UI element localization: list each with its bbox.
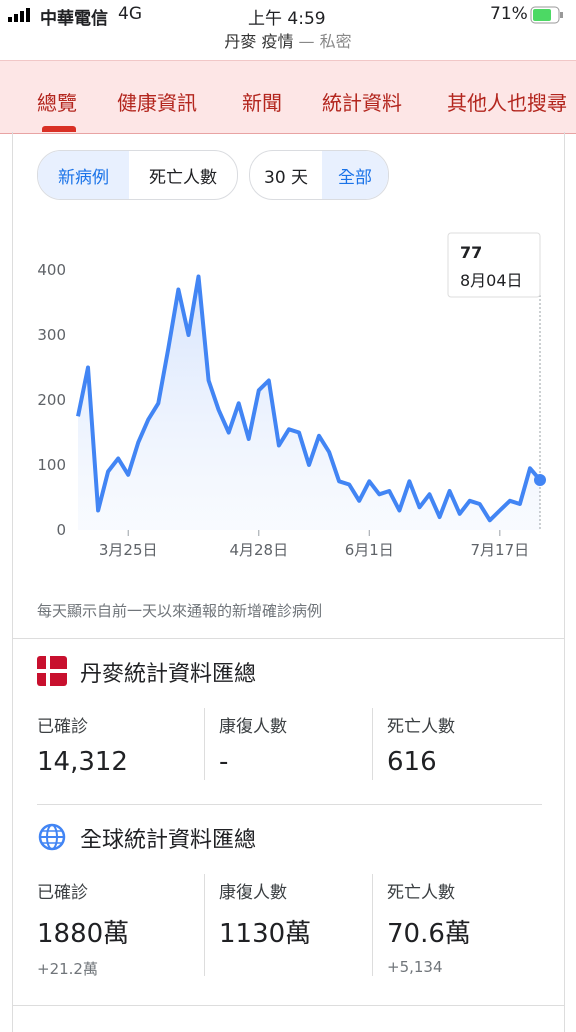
toggle-button[interactable]: 死亡人數: [149, 167, 217, 188]
stat-value: 1130萬: [219, 919, 312, 949]
carrier: 中華電信: [40, 9, 108, 29]
range-toggle: 30 天 全部: [249, 150, 390, 200]
stat-label: 康復人數: [219, 717, 287, 737]
tab-indicator: [42, 126, 76, 132]
tab[interactable]: 健康資訊: [117, 91, 197, 115]
search-query: 丹麥 疫情: [224, 32, 294, 51]
stat-change: +5,134: [387, 958, 443, 976]
tab[interactable]: 新聞: [242, 91, 282, 115]
toggle-button[interactable]: 新病例: [38, 151, 129, 199]
stat-value: 616: [387, 747, 437, 777]
globe-icon: [38, 823, 66, 851]
y-tick-label: 100: [37, 456, 66, 474]
y-tick-label: 200: [37, 391, 66, 409]
divider: [37, 804, 542, 805]
divider: [12, 1005, 564, 1006]
chart: 0 100 200 300 400 3月25日 4月28日 6月1日 7月17日 77 8月04日: [37, 232, 546, 559]
area: [78, 276, 540, 530]
address-bar[interactable]: 丹麥 疫情 — 私密: [0, 28, 576, 52]
clock: 上午 4:59: [248, 9, 326, 29]
stat-column: 康復人數 1130萬: [219, 878, 369, 950]
stat-change: +21.2萬: [37, 960, 98, 978]
tooltip-value: 77: [460, 243, 482, 262]
stat-column: 已確診 1880萬 +21.2萬: [37, 878, 187, 979]
tab-bar: 總覽 健康資訊 新聞 統計資料 其他人也搜尋: [0, 60, 576, 134]
status-bar: 中華電信 4G 上午 4:59 71%: [0, 0, 576, 30]
stat-column: 死亡人數 616: [387, 712, 537, 777]
column-separator: [204, 708, 205, 780]
y-tick-label: 0: [56, 521, 66, 539]
line: [76, 274, 542, 523]
stat-value: 14,312: [37, 747, 128, 777]
network: 4G: [118, 4, 142, 24]
tooltip-date: 8月04日: [460, 271, 523, 290]
battery-level: 71%: [490, 4, 528, 24]
toggle-button[interactable]: 30 天: [264, 167, 309, 188]
stat-value: -: [219, 747, 229, 777]
chart-note: 每天顯示自前一天以來通報的新增確診病例: [37, 602, 323, 620]
tab[interactable]: 其他人也搜尋: [447, 91, 567, 115]
tab[interactable]: 統計資料: [322, 91, 402, 115]
stat-value: 1880萬: [37, 919, 130, 949]
column-separator: [204, 874, 205, 976]
denmark-flag: [37, 656, 67, 686]
toggle-button[interactable]: 全部: [322, 151, 389, 199]
hover-point: [534, 473, 546, 486]
y-tick-label: 400: [37, 261, 66, 279]
stats-card: [12, 132, 565, 1032]
section-title: 全球統計資料匯總: [80, 828, 257, 853]
x-tick-label: 6月1日: [345, 541, 394, 559]
stat-label: 已確診: [37, 717, 88, 737]
battery-icon: [530, 6, 563, 24]
tooltip: [447, 232, 541, 298]
private-mode: — 私密: [298, 32, 352, 51]
tab[interactable]: 總覽: [37, 91, 77, 115]
stat-column: 已確診 14,312: [37, 712, 187, 777]
y-tick-label: 300: [37, 326, 66, 344]
section-title: 丹麥統計資料匯總: [80, 662, 257, 687]
stat-column: 康復人數 -: [219, 712, 369, 777]
signal-icon: [8, 8, 30, 22]
metric-toggle: 新病例 死亡人數: [37, 150, 238, 200]
stat-label: 已確診: [37, 883, 88, 903]
stat-label: 康復人數: [219, 883, 287, 903]
x-tick-label: 7月17日: [471, 541, 530, 559]
stat-column: 死亡人數 70.6萬 +5,134: [387, 878, 537, 976]
x-tick-label: 3月25日: [99, 541, 158, 559]
x-tick-label: 4月28日: [229, 541, 288, 559]
stat-label: 死亡人數: [387, 717, 455, 737]
stat-value: 70.6萬: [387, 919, 471, 949]
divider: [12, 638, 564, 639]
column-separator: [372, 874, 373, 976]
column-separator: [372, 708, 373, 780]
stat-label: 死亡人數: [387, 883, 455, 903]
